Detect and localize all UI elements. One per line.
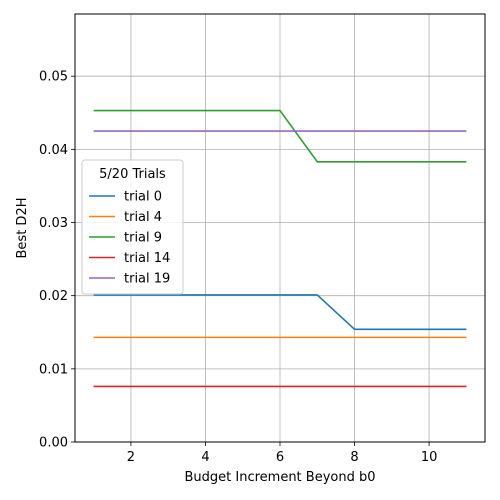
legend: 5/20 Trials trial 0 trial 4 trial 9 trial 1… — [81, 159, 184, 295]
legend-entry: trial 19 — [124, 272, 170, 287]
y-tick-label: 0.01 — [39, 362, 68, 377]
y-tick-label: 0.00 — [39, 436, 68, 451]
y-axis-label: Best D2H — [15, 198, 30, 259]
legend-entry: trial 0 — [124, 190, 162, 205]
y-tick-label: 0.04 — [39, 143, 68, 158]
y-tick-label: 0.02 — [39, 289, 68, 304]
series-lines — [93, 109, 467, 388]
legend-items: trial 0 trial 4 trial 9 trial 14 trial 19 — [89, 190, 170, 287]
y-tick-label: 0.05 — [39, 70, 68, 85]
legend-entry: trial 9 — [124, 231, 162, 246]
x-tick-label: 8 — [350, 450, 358, 465]
y-tick-label: 0.03 — [39, 216, 68, 231]
series-line-trial-0 — [93, 294, 467, 331]
x-axis-ticks: 2 4 6 8 10 — [127, 442, 438, 465]
series-line-trial-9 — [93, 109, 467, 163]
legend-box — [81, 159, 184, 295]
legend-entry: trial 14 — [124, 251, 170, 266]
x-tick-label: 6 — [276, 450, 284, 465]
y-axis-ticks: 0.00 0.01 0.02 0.03 0.04 0.05 — [39, 70, 75, 451]
legend-title: 5/20 Trials — [99, 167, 166, 182]
x-axis-label: Budget Increment Beyond b0 — [184, 470, 375, 485]
legend-entry: trial 4 — [124, 210, 162, 225]
x-tick-label: 2 — [127, 450, 135, 465]
x-tick-label: 10 — [421, 450, 438, 465]
x-tick-label: 4 — [201, 450, 209, 465]
